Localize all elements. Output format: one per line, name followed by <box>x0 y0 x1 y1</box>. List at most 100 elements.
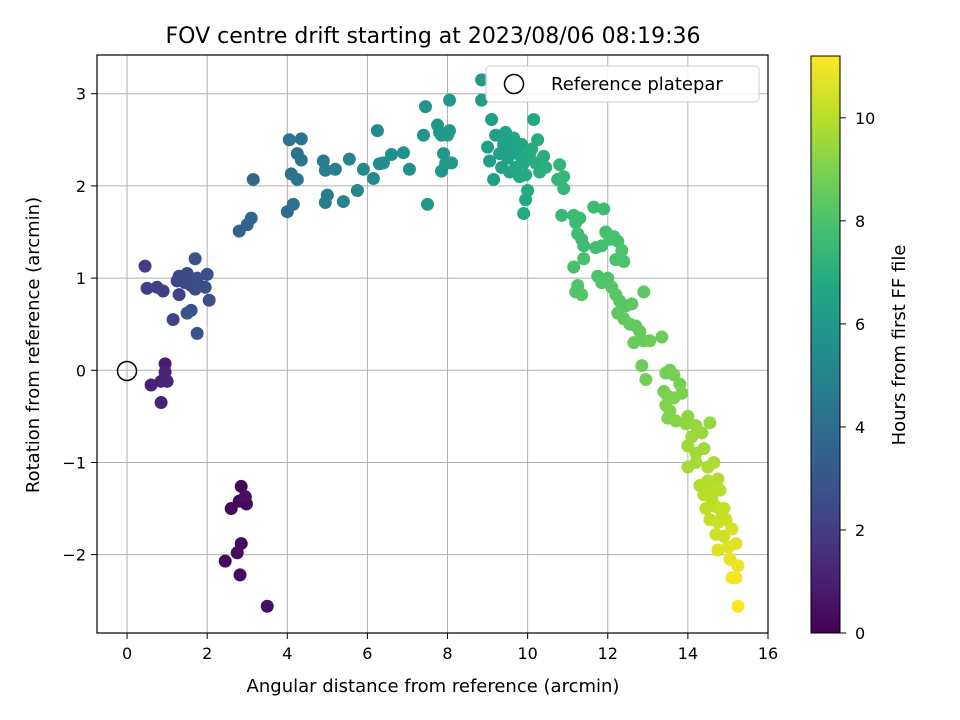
scatter-point <box>715 506 729 520</box>
scatter-point <box>635 359 649 373</box>
scatter-point <box>517 207 531 221</box>
scatter-point <box>198 280 212 294</box>
x-tick-label: 4 <box>282 644 292 663</box>
scatter-point <box>553 158 567 172</box>
scatter-point <box>587 200 601 214</box>
scatter-point <box>233 568 247 582</box>
legend: Reference platepar <box>485 65 760 103</box>
x-tick-label: 0 <box>122 644 132 663</box>
scatter-point <box>318 195 332 209</box>
scatter-point <box>144 378 158 392</box>
colorbar-tick-label: 8 <box>855 212 865 231</box>
colorbar-tick-label: 6 <box>855 315 865 334</box>
x-tick-label: 2 <box>202 644 212 663</box>
scatter-point <box>294 132 308 146</box>
x-tick-label: 14 <box>678 644 698 663</box>
legend-marker <box>503 73 525 95</box>
scatter-point <box>597 202 611 216</box>
scatter-point <box>575 288 589 302</box>
scatter-point <box>420 197 434 211</box>
scatter-point <box>489 128 503 142</box>
scatter-point <box>667 368 681 382</box>
scatter-point <box>238 490 252 504</box>
scatter-point <box>176 271 190 285</box>
scatter-point <box>318 163 332 177</box>
scatter-point <box>487 172 501 186</box>
scatter-point <box>731 599 745 613</box>
scatter-point <box>188 252 202 266</box>
scatter-point <box>328 162 342 176</box>
scatter-point <box>234 479 248 493</box>
y-axis-ticks: −2 −1 0 1 2 3 <box>62 85 97 565</box>
scatter-point <box>577 252 591 266</box>
scatter-point <box>525 142 539 156</box>
scatter-point <box>729 571 743 585</box>
chart-title: FOV centre drift starting at 2023/08/06 … <box>166 24 701 49</box>
scatter-point <box>639 372 653 386</box>
scatter-point <box>643 334 657 348</box>
scatter-point <box>689 455 703 469</box>
scatter-point <box>190 326 204 340</box>
scatter-point <box>286 197 300 211</box>
y-tick-label: −2 <box>62 546 86 565</box>
y-axis-label: Rotation from reference (arcmin) <box>23 197 44 493</box>
scatter-point <box>154 396 168 410</box>
scatter-point <box>481 140 495 154</box>
reference-platepar-marker <box>116 360 138 382</box>
scatter-point <box>336 195 350 209</box>
scatter-point <box>246 172 260 186</box>
data-points <box>138 73 745 613</box>
scatter-point <box>384 148 398 162</box>
scatter-point <box>695 426 709 440</box>
scatter-point <box>166 313 180 327</box>
scatter-point <box>681 409 695 423</box>
scatter-point <box>475 73 489 87</box>
scatter-point <box>519 168 533 182</box>
scatter-point <box>396 146 410 160</box>
scatter-point <box>515 151 529 165</box>
scatter-point <box>443 93 457 107</box>
x-tick-label: 10 <box>517 644 537 663</box>
x-tick-label: 8 <box>442 644 452 663</box>
scatter-point <box>342 152 356 166</box>
scatter-point <box>140 281 154 295</box>
scatter-point <box>158 365 172 379</box>
scatter-point <box>705 483 719 497</box>
scatter-point <box>418 100 432 114</box>
scatter-point <box>499 133 513 147</box>
scatter-point <box>416 128 430 142</box>
scatter-point <box>707 455 721 469</box>
scatter-point <box>557 182 571 196</box>
x-tick-label: 6 <box>362 644 372 663</box>
scatter-point <box>202 293 216 307</box>
scatter-point <box>200 267 214 281</box>
scatter-point <box>294 153 308 167</box>
scatter-point <box>230 546 244 560</box>
legend-box <box>485 65 760 103</box>
scatter-point <box>577 239 591 253</box>
scatter-point <box>675 386 689 400</box>
y-tick-label: 1 <box>76 269 86 288</box>
scatter-point <box>402 162 416 176</box>
colorbar: 0 2 4 6 8 10 Hours from first FF file <box>810 55 910 643</box>
scatter-point <box>366 172 380 186</box>
x-tick-label: 16 <box>758 644 778 663</box>
scatter-point <box>260 599 274 613</box>
scatter-point <box>485 113 499 127</box>
scatter-point <box>625 297 639 311</box>
scatter-point <box>557 170 571 184</box>
scatter-point <box>445 156 459 170</box>
scatter-point <box>475 93 489 107</box>
scatter-point <box>503 147 517 161</box>
scatter-point <box>138 259 152 273</box>
x-tick-label: 12 <box>598 644 618 663</box>
scatter-point <box>731 559 745 573</box>
colorbar-tick-label: 0 <box>855 624 865 643</box>
scatter-point <box>437 147 451 161</box>
colorbar-gradient <box>810 55 841 634</box>
scatter-point <box>555 208 569 222</box>
y-tick-label: 3 <box>76 85 86 104</box>
colorbar-label: Hours from first FF file <box>889 245 910 446</box>
scatter-point <box>350 184 364 198</box>
